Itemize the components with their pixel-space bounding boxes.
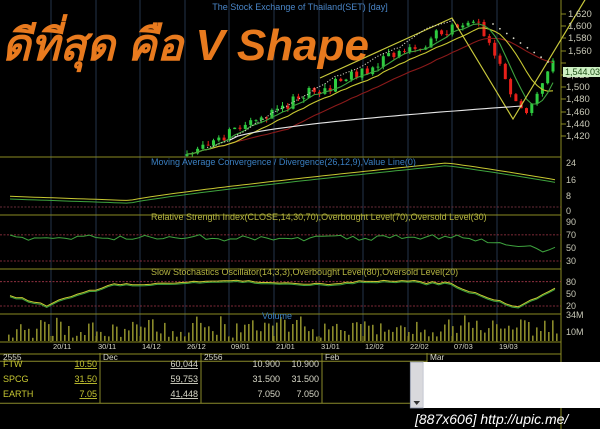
svg-text:50: 50 bbox=[566, 243, 576, 253]
svg-text:Slow Stochastics Oscillator(14: Slow Stochastics Oscillator(14,3,3),Over… bbox=[151, 267, 458, 277]
svg-text:34M: 34M bbox=[566, 310, 584, 320]
svg-text:8: 8 bbox=[566, 191, 571, 201]
svg-text:7.050: 7.050 bbox=[257, 389, 280, 399]
svg-text:30: 30 bbox=[566, 256, 576, 266]
svg-text:2556: 2556 bbox=[204, 352, 223, 362]
svg-text:31.500: 31.500 bbox=[252, 374, 280, 384]
svg-text:19/03: 19/03 bbox=[499, 342, 518, 351]
svg-text:10.50: 10.50 bbox=[74, 359, 97, 369]
svg-text:12/02: 12/02 bbox=[365, 342, 384, 351]
svg-text:10.900: 10.900 bbox=[291, 359, 319, 369]
svg-text:26/12: 26/12 bbox=[187, 342, 206, 351]
svg-text:7.05: 7.05 bbox=[79, 389, 97, 399]
svg-text:FTW: FTW bbox=[3, 359, 23, 369]
svg-text:1,440: 1,440 bbox=[566, 119, 590, 130]
svg-text:09/01: 09/01 bbox=[231, 342, 250, 351]
svg-text:1,500: 1,500 bbox=[566, 82, 590, 93]
svg-text:10.900: 10.900 bbox=[252, 359, 280, 369]
svg-text:10M: 10M bbox=[566, 327, 584, 337]
svg-text:Volume: Volume bbox=[262, 311, 292, 321]
svg-text:Dec: Dec bbox=[103, 352, 118, 362]
svg-text:30/11: 30/11 bbox=[98, 342, 116, 351]
svg-text:Mar: Mar bbox=[430, 352, 445, 362]
svg-text:90: 90 bbox=[566, 217, 576, 227]
svg-text:EARTH: EARTH bbox=[3, 389, 33, 399]
svg-text:22/02: 22/02 bbox=[410, 342, 429, 351]
svg-text:31.50: 31.50 bbox=[74, 374, 97, 384]
svg-text:1,580: 1,580 bbox=[568, 33, 592, 44]
svg-text:[887x606] http://upic.me/: [887x606] http://upic.me/ bbox=[414, 411, 570, 427]
svg-text:16: 16 bbox=[566, 175, 576, 185]
svg-text:SPCG: SPCG bbox=[3, 374, 29, 384]
svg-text:The Stock Exchange of Thailand: The Stock Exchange of Thailand(SET) [day… bbox=[212, 2, 387, 12]
svg-text:20/11: 20/11 bbox=[53, 342, 71, 351]
svg-text:1,460: 1,460 bbox=[566, 107, 590, 118]
svg-text:80: 80 bbox=[566, 277, 576, 287]
svg-text:59,753: 59,753 bbox=[170, 374, 198, 384]
svg-text:60,044: 60,044 bbox=[170, 359, 198, 369]
svg-text:50: 50 bbox=[566, 289, 576, 299]
svg-text:1,600: 1,600 bbox=[568, 21, 592, 32]
svg-text:1,480: 1,480 bbox=[566, 94, 590, 105]
svg-text:1,620: 1,620 bbox=[568, 9, 592, 20]
svg-text:1,420: 1,420 bbox=[566, 131, 590, 142]
svg-text:1,544.03: 1,544.03 bbox=[565, 67, 600, 77]
svg-text:24: 24 bbox=[566, 158, 576, 168]
svg-text:Relative Strength Index(CLOSE,: Relative Strength Index(CLOSE,14,30,70),… bbox=[151, 212, 487, 222]
svg-text:ดีที่สุด คือ V Shape: ดีที่สุด คือ V Shape bbox=[2, 14, 369, 73]
svg-text:0: 0 bbox=[566, 206, 571, 216]
svg-text:21/01: 21/01 bbox=[276, 342, 295, 351]
svg-text:07/03: 07/03 bbox=[454, 342, 473, 351]
svg-text:7.050: 7.050 bbox=[296, 389, 319, 399]
svg-text:41,448: 41,448 bbox=[170, 389, 198, 399]
svg-text:Moving Average Convergence / D: Moving Average Convergence / Divergence(… bbox=[151, 157, 416, 167]
svg-text:1,560: 1,560 bbox=[568, 46, 592, 57]
svg-text:31/01: 31/01 bbox=[321, 342, 340, 351]
svg-text:Feb: Feb bbox=[325, 352, 340, 362]
svg-text:14/12: 14/12 bbox=[142, 342, 161, 351]
svg-text:70: 70 bbox=[566, 230, 576, 240]
svg-text:31.500: 31.500 bbox=[291, 374, 319, 384]
